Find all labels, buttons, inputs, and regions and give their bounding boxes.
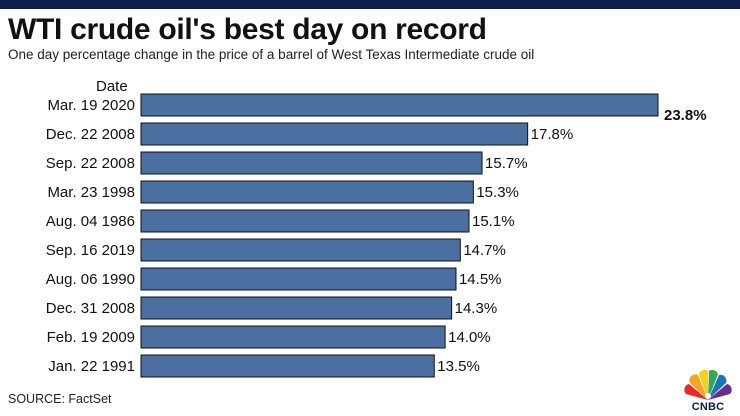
bar [140,238,461,262]
value-label: 15.1% [472,213,515,230]
value-label: 13.5% [437,358,480,375]
category-label: Aug. 04 1986 [46,213,135,230]
bar [140,296,453,320]
chart-title: WTI crude oil's best day on record [8,13,487,46]
bar [140,209,470,233]
bar [140,354,435,378]
peacock-icon [684,369,732,400]
value-label: 14.3% [455,300,498,317]
category-label: Dec. 31 2008 [46,300,135,317]
category-label: Dec. 22 2008 [46,126,135,143]
bar [140,267,457,291]
value-label: 14.5% [459,271,502,288]
source-note: SOURCE: FactSet [8,392,112,406]
bar [140,325,446,349]
category-label: Jan. 22 1991 [48,358,135,375]
category-label: Sep. 16 2019 [46,242,135,259]
value-label: 14.7% [463,242,506,259]
bar [140,93,659,117]
value-label: 17.8% [531,126,574,143]
logo-wordmark: CNBC [691,401,725,413]
value-label: 14.0% [448,329,491,346]
value-label: 15.7% [485,155,528,172]
bar [140,122,529,146]
category-label: Mar. 19 2020 [47,97,135,114]
bar [140,180,474,204]
value-label: 23.8% [664,107,707,124]
cnbc-logo: CNBC [682,368,734,414]
category-label: Aug. 06 1990 [46,271,135,288]
chart-subtitle: One day percentage change in the price o… [8,47,535,62]
top-bar [0,0,740,9]
category-axis-title: Date [96,78,128,95]
category-label: Mar. 23 1998 [47,184,135,201]
category-label: Feb. 19 2009 [47,329,135,346]
category-label: Sep. 22 2008 [46,155,135,172]
bar [140,151,483,175]
value-label: 15.3% [476,184,519,201]
